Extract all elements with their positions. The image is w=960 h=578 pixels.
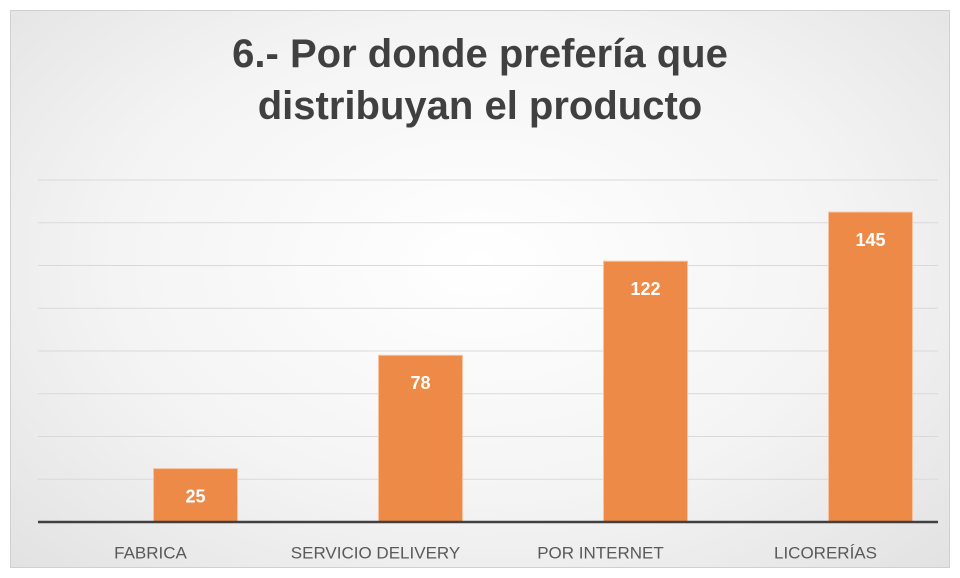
bar bbox=[378, 354, 463, 523]
data-label: 122 bbox=[630, 279, 660, 299]
x-tick-label: SERVICIO DELIVERY bbox=[291, 543, 460, 562]
data-label: 25 bbox=[185, 486, 205, 506]
chart-title: 6.- Por donde prefería que distribuyan e… bbox=[232, 32, 728, 128]
x-tick-label: POR INTERNET bbox=[537, 543, 664, 562]
bar bbox=[603, 260, 688, 523]
x-tick-label: LICORERÍAS bbox=[774, 543, 877, 562]
x-tick-label: FABRICA bbox=[114, 543, 187, 562]
data-label: 78 bbox=[410, 373, 430, 393]
bar bbox=[828, 211, 913, 523]
data-label: 145 bbox=[855, 230, 885, 250]
bar bbox=[153, 468, 238, 523]
